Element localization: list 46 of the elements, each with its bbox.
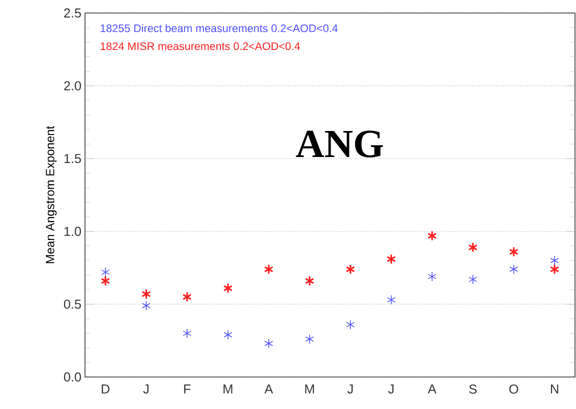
point — [346, 320, 355, 330]
y-tick-label: 0.5 — [64, 300, 81, 309]
point — [550, 256, 559, 266]
point — [305, 334, 314, 344]
point — [386, 254, 396, 264]
point — [468, 274, 478, 284]
point — [100, 276, 110, 286]
y-tick-label: 0.0 — [64, 372, 81, 382]
point — [264, 264, 274, 275]
y-axis-title: Mean Angstrom Exponent — [46, 126, 57, 264]
x-tick-label: O — [509, 384, 518, 394]
y-tick-label: 1.5 — [64, 154, 81, 164]
point — [304, 276, 314, 286]
x-tick-label: D — [102, 384, 110, 394]
x-tick-label: F — [184, 384, 191, 394]
point — [224, 330, 232, 340]
point — [550, 264, 560, 275]
point — [468, 242, 478, 253]
y-tick-label: 1.0 — [64, 226, 81, 236]
point — [223, 282, 233, 294]
y-tick-label: 2.5 — [64, 8, 81, 18]
annotation: ANG — [296, 130, 383, 158]
point — [427, 230, 437, 242]
y-tick-label: 2.0 — [64, 81, 81, 90]
x-tick-label: J — [388, 384, 394, 394]
x-tick-label: A — [428, 384, 436, 394]
point — [264, 338, 274, 348]
text: 1824 MISR measurements 0.2<AOD<0.4 — [100, 42, 300, 50]
x-tick-label: J — [347, 384, 353, 394]
x-tick-label: N — [550, 384, 558, 394]
point — [142, 288, 151, 300]
x-tick-label: J — [143, 384, 149, 394]
point — [509, 264, 518, 274]
text: 18255 Direct beam measurements 0.2<AOD<0.4 — [100, 24, 338, 32]
point — [142, 300, 151, 311]
point — [182, 328, 192, 338]
point — [182, 292, 192, 302]
x-tick-label: A — [264, 384, 274, 394]
point — [101, 267, 110, 278]
x-tick-label: S — [469, 384, 477, 394]
point — [346, 264, 356, 275]
x-tick-label: M — [305, 384, 314, 394]
point — [509, 246, 518, 258]
point — [386, 294, 396, 305]
x-tick-label: M — [224, 384, 232, 394]
point — [428, 272, 436, 282]
